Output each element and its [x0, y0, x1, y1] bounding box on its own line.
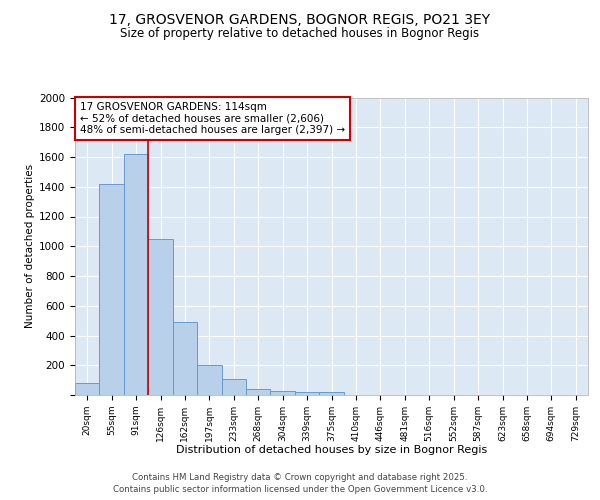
Bar: [319, 392, 344, 395]
Text: Contains HM Land Registry data © Crown copyright and database right 2025.: Contains HM Land Registry data © Crown c…: [132, 472, 468, 482]
Bar: [197, 365, 221, 395]
Text: 17, GROSVENOR GARDENS, BOGNOR REGIS, PO21 3EY: 17, GROSVENOR GARDENS, BOGNOR REGIS, PO2…: [109, 12, 491, 26]
Bar: [100, 184, 124, 395]
X-axis label: Distribution of detached houses by size in Bognor Regis: Distribution of detached houses by size …: [176, 446, 487, 456]
Bar: [173, 322, 197, 395]
Bar: [295, 392, 319, 395]
Bar: [148, 239, 173, 395]
Bar: [271, 390, 295, 395]
Bar: [75, 383, 100, 395]
Text: 17 GROSVENOR GARDENS: 114sqm
← 52% of detached houses are smaller (2,606)
48% of: 17 GROSVENOR GARDENS: 114sqm ← 52% of de…: [80, 102, 345, 135]
Bar: [124, 154, 148, 395]
Text: Size of property relative to detached houses in Bognor Regis: Size of property relative to detached ho…: [121, 28, 479, 40]
Bar: [246, 389, 271, 395]
Bar: [221, 380, 246, 395]
Text: Contains public sector information licensed under the Open Government Licence v3: Contains public sector information licen…: [113, 485, 487, 494]
Y-axis label: Number of detached properties: Number of detached properties: [25, 164, 35, 328]
